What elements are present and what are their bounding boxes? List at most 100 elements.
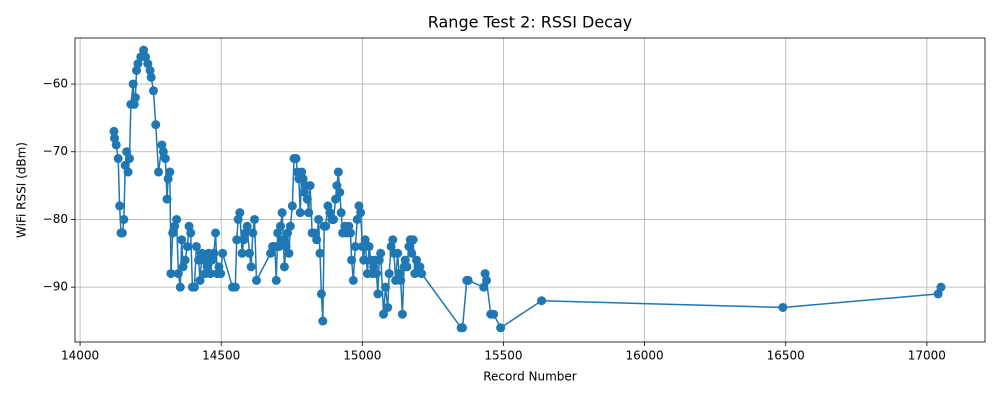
data-point — [162, 194, 172, 204]
plot-frame — [74, 37, 986, 343]
data-point — [350, 242, 360, 252]
data-point — [129, 99, 139, 109]
data-point — [352, 214, 362, 224]
data-point — [189, 282, 199, 292]
data-point — [277, 208, 287, 218]
data-point — [331, 194, 341, 204]
y-axis-label: WiFi RSSI (dBm) — [15, 142, 29, 238]
data-point — [373, 289, 383, 299]
data-point — [271, 275, 281, 285]
data-point — [312, 235, 322, 245]
data-point — [148, 86, 158, 96]
data-point — [199, 255, 209, 265]
data-point — [364, 242, 374, 252]
data-point — [274, 242, 284, 252]
data-point — [110, 133, 120, 143]
data-point — [415, 262, 425, 272]
data-point — [376, 248, 386, 258]
data-point — [168, 228, 178, 238]
data-point — [379, 309, 389, 319]
data-point — [246, 262, 256, 272]
x-tick-label: 16000 — [626, 349, 664, 363]
data-point — [117, 228, 127, 238]
data-point — [388, 235, 398, 245]
data-point — [233, 214, 243, 224]
data-point — [281, 242, 291, 252]
data-point — [216, 269, 226, 279]
data-point — [297, 167, 307, 177]
y-tick-label: −90 — [43, 280, 68, 294]
data-point — [211, 228, 221, 238]
x-tick-label: 15500 — [484, 349, 522, 363]
data-point — [309, 228, 319, 238]
data-point — [273, 228, 283, 238]
data-point — [463, 275, 473, 285]
data-point — [316, 289, 326, 299]
y-tick-label: −60 — [43, 77, 68, 91]
data-point — [323, 201, 333, 211]
data-point — [160, 154, 170, 164]
data-point — [197, 248, 207, 258]
x-tick-label: 14500 — [202, 349, 240, 363]
data-point — [214, 262, 224, 272]
data-point — [172, 214, 182, 224]
data-point — [173, 269, 183, 279]
data-point — [400, 255, 410, 265]
data-point — [404, 242, 414, 252]
data-point — [778, 302, 788, 312]
data-point — [123, 167, 133, 177]
data-point — [304, 208, 314, 218]
data-point — [120, 160, 130, 170]
data-point — [230, 282, 240, 292]
data-point — [177, 235, 187, 245]
data-point — [139, 45, 149, 55]
data-point — [321, 221, 331, 231]
data-point — [291, 154, 301, 164]
x-axis-label: Record Number — [483, 370, 577, 384]
data-point — [186, 228, 196, 238]
data-point — [119, 214, 129, 224]
data-point — [239, 235, 249, 245]
data-point — [344, 221, 354, 231]
data-point — [336, 208, 346, 218]
data-point — [479, 282, 489, 292]
data-point — [191, 242, 201, 252]
data-point — [489, 309, 499, 319]
data-point — [537, 296, 547, 306]
data-point — [359, 255, 369, 265]
data-point — [279, 262, 289, 272]
data-point — [332, 181, 342, 191]
x-tick-label: 17000 — [908, 349, 946, 363]
data-point — [278, 235, 288, 245]
data-point — [165, 167, 175, 177]
data-point — [458, 323, 468, 333]
data-point — [314, 214, 324, 224]
data-point — [178, 262, 188, 272]
data-point — [410, 269, 420, 279]
data-point — [202, 262, 212, 272]
data-point — [232, 235, 242, 245]
data-point — [113, 154, 123, 164]
data-point — [128, 79, 138, 89]
data-point — [124, 154, 134, 164]
data-point — [145, 65, 155, 75]
data-point — [132, 65, 142, 75]
data-point — [933, 289, 943, 299]
data-point — [180, 255, 190, 265]
data-point — [209, 248, 219, 258]
data-point — [122, 147, 132, 157]
data-point — [109, 126, 119, 136]
data-point — [408, 235, 418, 245]
data-point — [163, 174, 173, 184]
data-point — [936, 282, 946, 292]
data-point — [250, 214, 260, 224]
data-point — [205, 269, 215, 279]
data-point — [369, 262, 379, 272]
data-point — [374, 255, 384, 265]
data-point — [299, 187, 309, 197]
data-point — [146, 72, 156, 82]
data-point — [333, 167, 343, 177]
data-point — [248, 228, 258, 238]
data-point — [115, 201, 125, 211]
